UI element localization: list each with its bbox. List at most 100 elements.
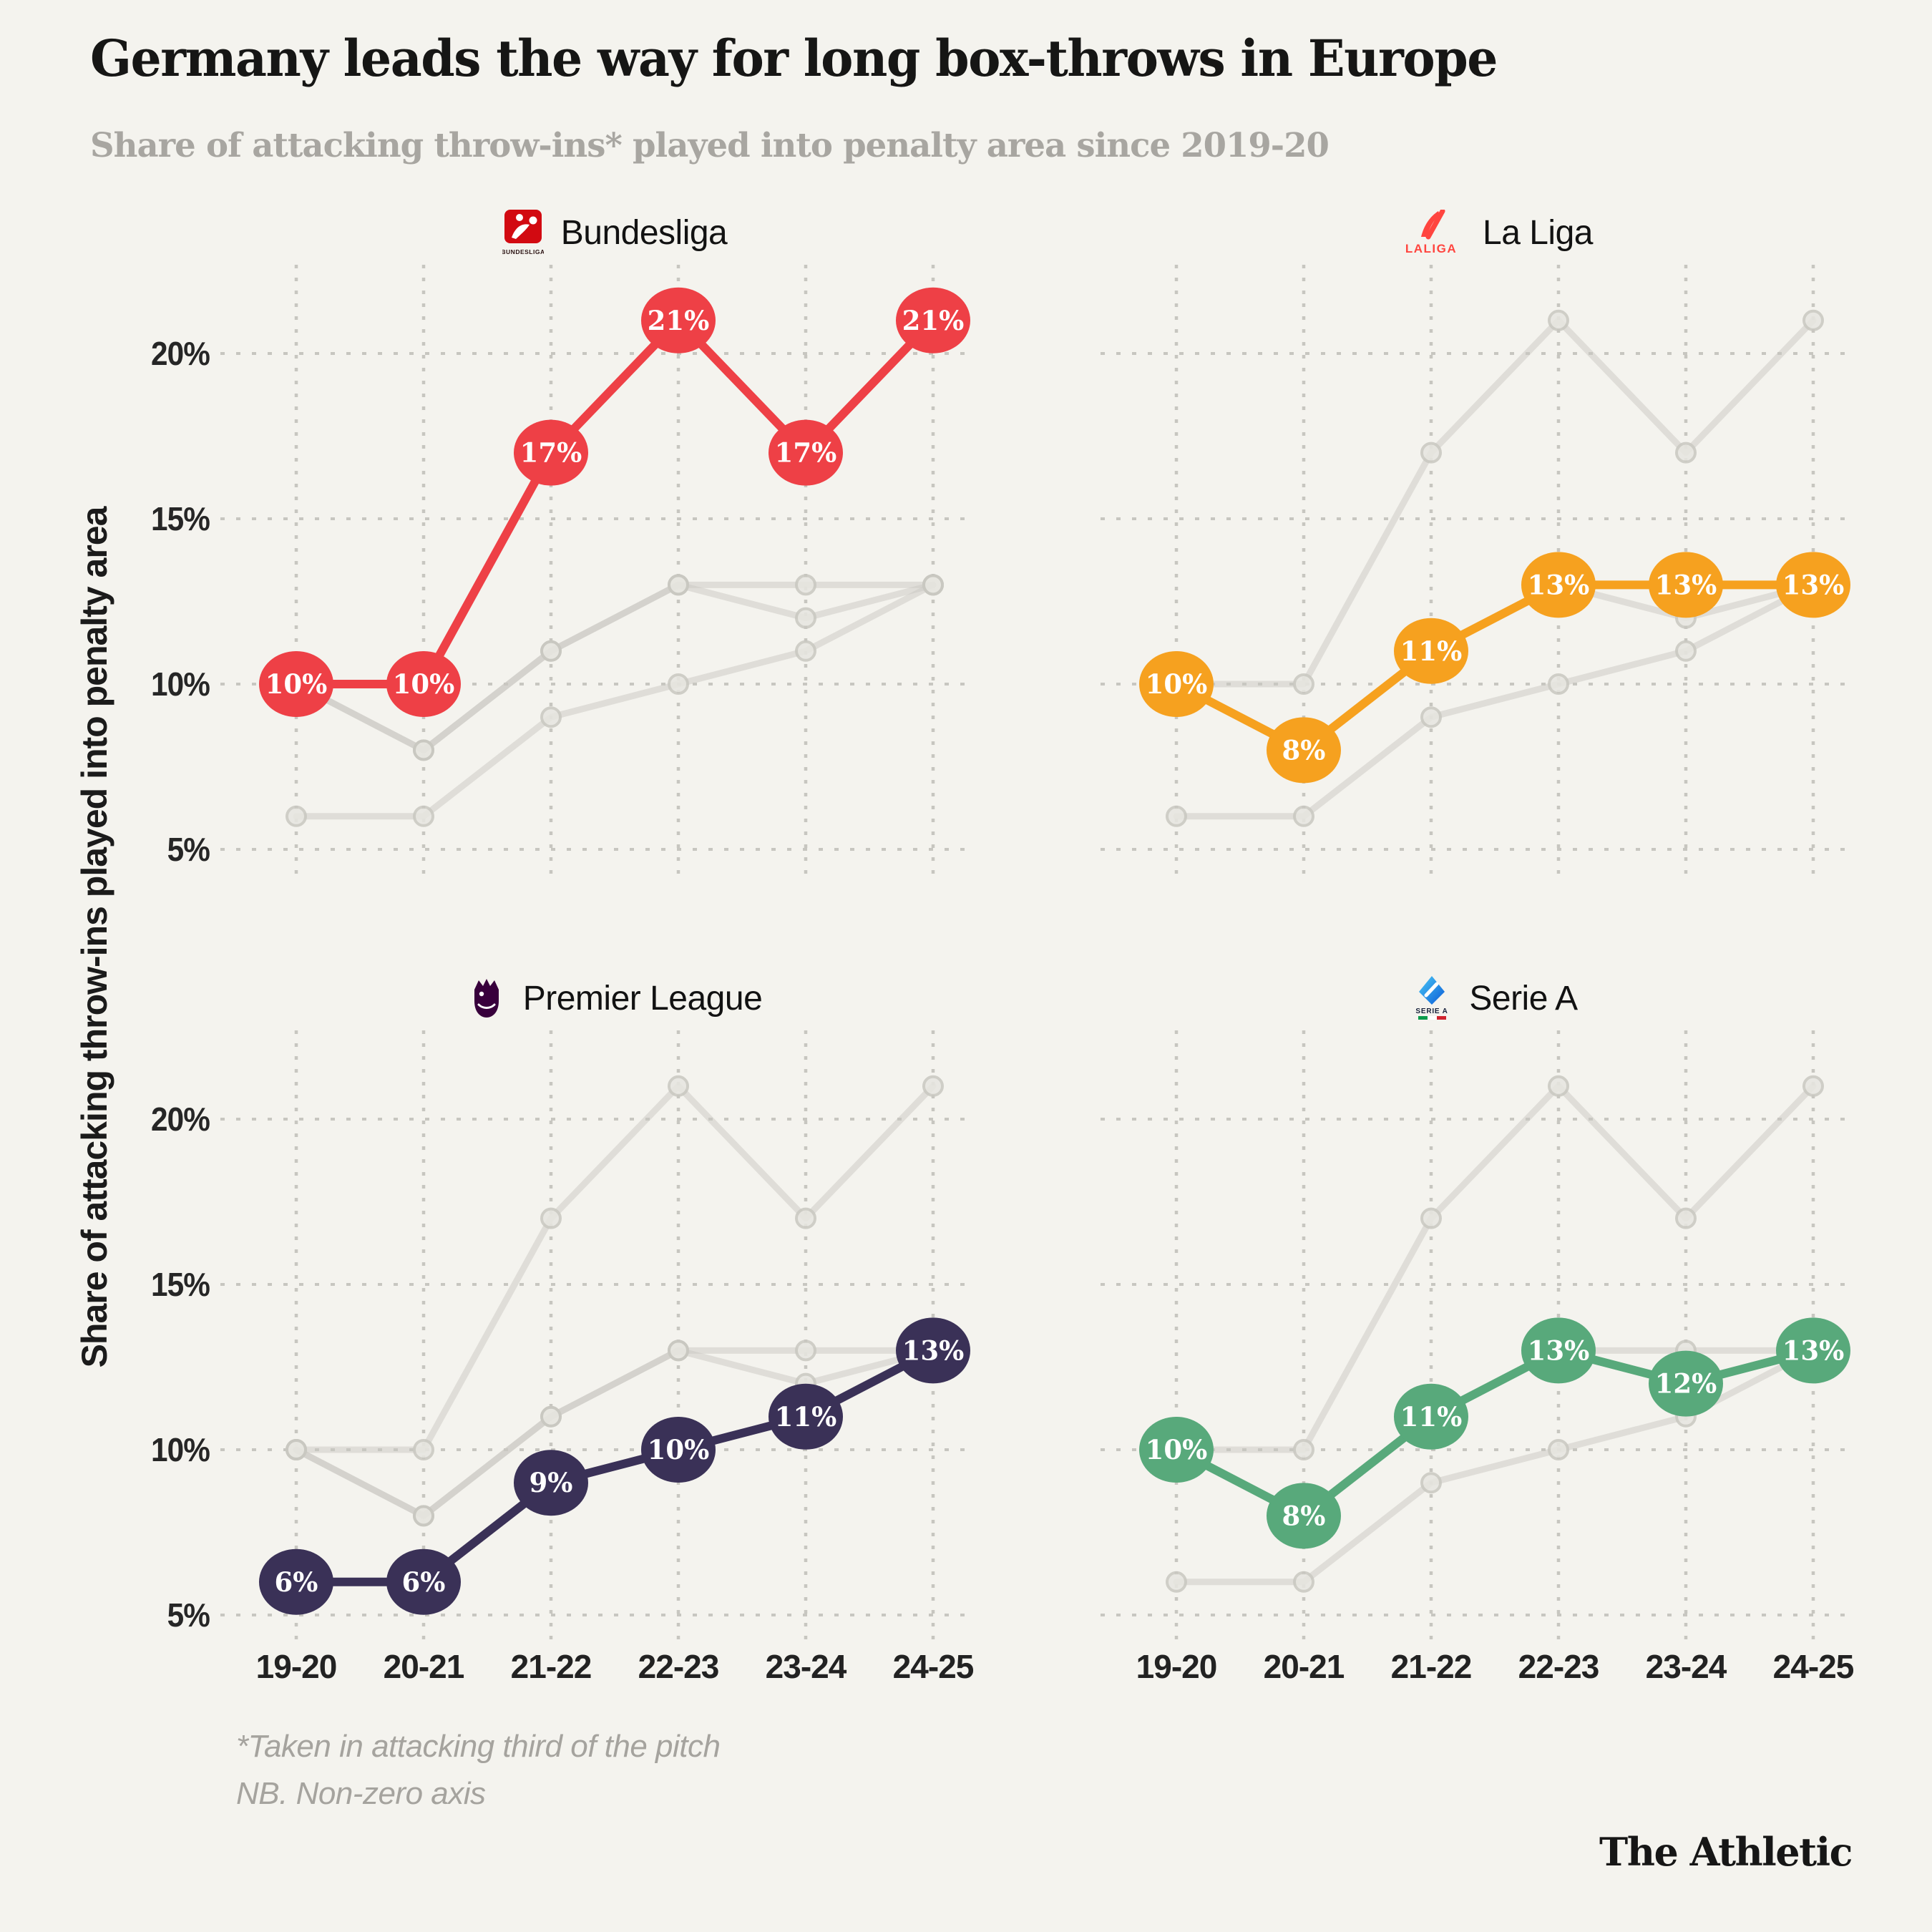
data-point-marker [514, 419, 588, 486]
y-tick-label: 20% [151, 1101, 210, 1138]
y-tick-label: 5% [167, 831, 210, 868]
x-tick-label: 23-24 [1646, 1648, 1727, 1685]
x-tick-label: 22-23 [1518, 1648, 1599, 1685]
x-tick-label: 21-22 [1391, 1648, 1472, 1685]
y-tick-label: 15% [151, 500, 210, 537]
highlight-series-serie-a: 10% 8% 11% 13% 12% 13% [1139, 1317, 1850, 1549]
data-point-marker [259, 1548, 333, 1615]
background-series-premier-league [1166, 1340, 1824, 1593]
background-series-serie-a [286, 574, 944, 761]
data-point-label: 11% [1400, 635, 1463, 667]
footnote: *Taken in attacking third of the pitch N… [236, 1723, 721, 1818]
data-point-label: 8% [1282, 1500, 1326, 1531]
data-point-label: 21% [902, 305, 965, 336]
panel-header-bundesliga: BUNDESLIGA Bundesliga [215, 200, 980, 265]
plot-serie-a: 10% 8% 11% 13% 12% 13% 19-20 20-21 21-22 22-23 23-… [1101, 1030, 1855, 1685]
data-point-marker [1521, 552, 1596, 618]
data-point-label: 6% [275, 1566, 318, 1598]
data-point-marker [1649, 552, 1723, 618]
background-series-premier-league [1166, 574, 1824, 827]
data-point-marker [514, 1450, 588, 1516]
background-series-premier-league [286, 574, 944, 827]
panel-label: La Liga [1483, 213, 1593, 252]
data-point-marker [386, 651, 461, 717]
footnote-line-1: *Taken in attacking third of the pitch [236, 1729, 721, 1764]
x-tick-label: 23-24 [766, 1648, 847, 1685]
data-point-marker [1776, 1317, 1850, 1384]
plot-premier-league: 6% 6% 9% 10% 11% 13% 19-20 20-21 21-22 22-23 23-24… [220, 1030, 975, 1685]
highlight-series-la-liga: 10% 8% 11% 13% 13% 13% [1139, 552, 1850, 784]
x-tick-label: 20-21 [1264, 1648, 1345, 1685]
background-series-bundesliga [1166, 309, 1824, 695]
panel-label: Bundesliga [560, 213, 728, 252]
data-point-marker [386, 1548, 461, 1615]
data-point-label: 10% [1146, 1434, 1208, 1465]
panel-serie-a: SERIE A Serie A 10% 8% 11% 13% 12% 13% 19-20 20… [1095, 966, 1860, 1724]
data-point-label: 10% [265, 668, 328, 700]
x-tick-label: 21-22 [511, 1648, 592, 1685]
data-point-marker [1139, 651, 1214, 717]
data-point-marker [769, 419, 843, 486]
data-point-marker [1649, 1350, 1723, 1417]
plot-la-liga: 10% 8% 11% 13% 13% 13% [1101, 265, 1855, 882]
footnote-line-2: NB. Non-zero axis [236, 1776, 486, 1811]
data-point-label: 13% [902, 1335, 965, 1366]
laliga-logo-icon: LALIGA [1397, 210, 1465, 255]
page-subtitle: Share of attacking throw-ins* played int… [90, 126, 1330, 165]
svg-text:BUNDESLIGA: BUNDESLIGA [502, 248, 544, 255]
y-tick-label: 10% [151, 665, 210, 703]
svg-text:SERIE A: SERIE A [1416, 1008, 1448, 1015]
x-tick-label: 22-23 [638, 1648, 719, 1685]
x-tick-label: 24-25 [1773, 1648, 1854, 1685]
bundesliga-logo-icon: BUNDESLIGA [502, 208, 544, 257]
data-point-label: 8% [1282, 734, 1326, 766]
data-point-label: 10% [648, 1434, 710, 1465]
x-tick-label: 20-21 [384, 1648, 464, 1685]
data-point-label: 13% [1782, 1335, 1845, 1366]
data-point-marker [1394, 1383, 1468, 1450]
data-point-label: 13% [1528, 1335, 1590, 1366]
y-tick-label: 15% [151, 1266, 210, 1303]
data-point-label: 21% [648, 305, 710, 336]
highlight-series-premier-league: 6% 6% 9% 10% 11% 13% [259, 1317, 970, 1615]
data-point-marker [896, 287, 970, 353]
x-tick-label: 19-20 [1136, 1648, 1217, 1685]
panel-header-la-liga: LALIGA La Liga [1095, 200, 1860, 265]
data-point-label: 11% [1400, 1401, 1463, 1433]
panel-la-liga: LALIGA La Liga 10% 8% 11% 13% 13% 13% [1095, 200, 1860, 959]
data-point-label: 17% [775, 437, 837, 469]
brand-logo: The Athletic [1599, 1829, 1853, 1875]
x-tick-label: 19-20 [256, 1648, 337, 1685]
premier-league-logo-icon [467, 976, 506, 1020]
background-series-bundesliga [286, 1075, 944, 1460]
data-point-label: 11% [775, 1401, 837, 1433]
svg-text:LALIGA: LALIGA [1405, 242, 1457, 255]
data-point-label: 13% [1528, 569, 1590, 600]
data-point-marker [1521, 1317, 1596, 1384]
data-point-label: 13% [1655, 569, 1717, 600]
panel-premier-league: Premier League 6% 6% 9% 10% 11% 13% 19-20 20-21… [215, 966, 980, 1724]
gridlines [220, 1030, 975, 1647]
data-point-label: 6% [402, 1566, 446, 1598]
data-point-marker [1776, 552, 1850, 618]
plot-bundesliga: 10% 10% 17% 21% 17% 21% [220, 265, 975, 882]
data-point-marker [896, 1317, 970, 1384]
gridlines [1101, 1030, 1855, 1647]
data-point-label: 10% [393, 668, 455, 700]
data-point-marker [1267, 717, 1341, 784]
panel-header-premier-league: Premier League [215, 966, 980, 1030]
data-point-label: 12% [1655, 1368, 1717, 1400]
data-point-label: 13% [1782, 569, 1845, 600]
data-point-marker [1267, 1483, 1341, 1549]
y-tick-label: 20% [151, 335, 210, 372]
y-tick-label: 10% [151, 1431, 210, 1468]
data-point-label: 10% [1146, 668, 1208, 700]
serie-a-logo-icon: SERIE A [1412, 975, 1452, 1022]
y-tick-label: 5% [167, 1596, 210, 1634]
panel-bundesliga: BUNDESLIGA Bundesliga 10% 10% 17% 21% 17% 21% [215, 200, 980, 959]
x-tick-label: 24-25 [893, 1648, 974, 1685]
page-title: Germany leads the way for long box-throw… [90, 29, 1498, 88]
panel-label: Serie A [1469, 979, 1578, 1018]
panel-header-serie-a: SERIE A Serie A [1095, 966, 1860, 1030]
